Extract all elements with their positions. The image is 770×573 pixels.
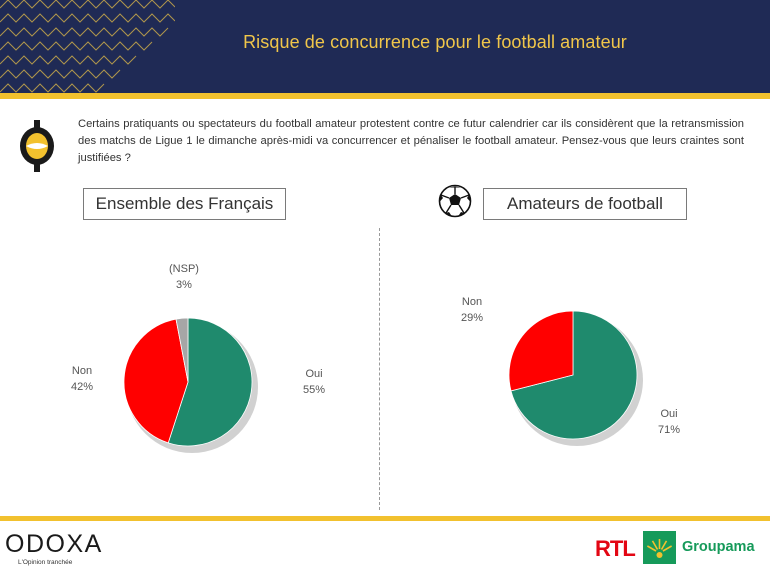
odoxa-coin-icon <box>20 120 54 172</box>
survey-question: Certains pratiquants ou spectateurs du f… <box>78 118 744 164</box>
category-label: Non <box>71 365 93 377</box>
value-label: 3% <box>176 279 192 291</box>
header-band: Risque de concurrence pour le football a… <box>0 0 770 93</box>
pie-slice-non <box>508 310 574 392</box>
value-label: 71% <box>657 424 681 436</box>
pie-chart-amateurs <box>508 310 643 446</box>
footer-gold-rule <box>0 516 770 521</box>
data-label-non: Non 29% <box>457 294 487 326</box>
header-gold-rule <box>0 93 770 99</box>
category-label: Oui <box>305 368 323 380</box>
data-label-nsp: (NSP) 3% <box>164 261 204 293</box>
groupama-logo-icon <box>643 531 676 564</box>
data-label-oui: Oui 71% <box>655 406 683 438</box>
pie-chart-ensemble <box>123 317 258 453</box>
pie-slice-non <box>123 318 189 444</box>
value-label: 29% <box>460 312 484 324</box>
panel-title-amateurs: Amateurs de football <box>483 188 687 220</box>
category-label: Non <box>461 296 483 308</box>
odoxa-logo: ODOXA <box>5 530 103 558</box>
value-label: 42% <box>70 381 94 393</box>
groupama-wordmark: Groupama <box>682 539 755 555</box>
page-title: Risque de concurrence pour le football a… <box>243 32 627 52</box>
football-icon <box>438 184 472 218</box>
chevron-pattern-decoration <box>0 0 175 93</box>
odoxa-tagline: L'Opinion tranchée <box>18 559 73 566</box>
pie-slice-oui <box>167 317 253 447</box>
data-label-non: Non 42% <box>68 363 96 395</box>
panel-divider <box>379 228 380 510</box>
data-label-oui: Oui 55% <box>302 366 326 398</box>
category-label: (NSP) <box>169 263 199 275</box>
panel-title-ensemble: Ensemble des Français <box>83 188 286 220</box>
pie-slice-nsp <box>175 317 189 383</box>
value-label: 55% <box>302 384 326 396</box>
category-label: Oui <box>660 408 678 420</box>
rtl-logo: RTL <box>595 536 636 561</box>
pie-slice-oui <box>510 310 638 440</box>
